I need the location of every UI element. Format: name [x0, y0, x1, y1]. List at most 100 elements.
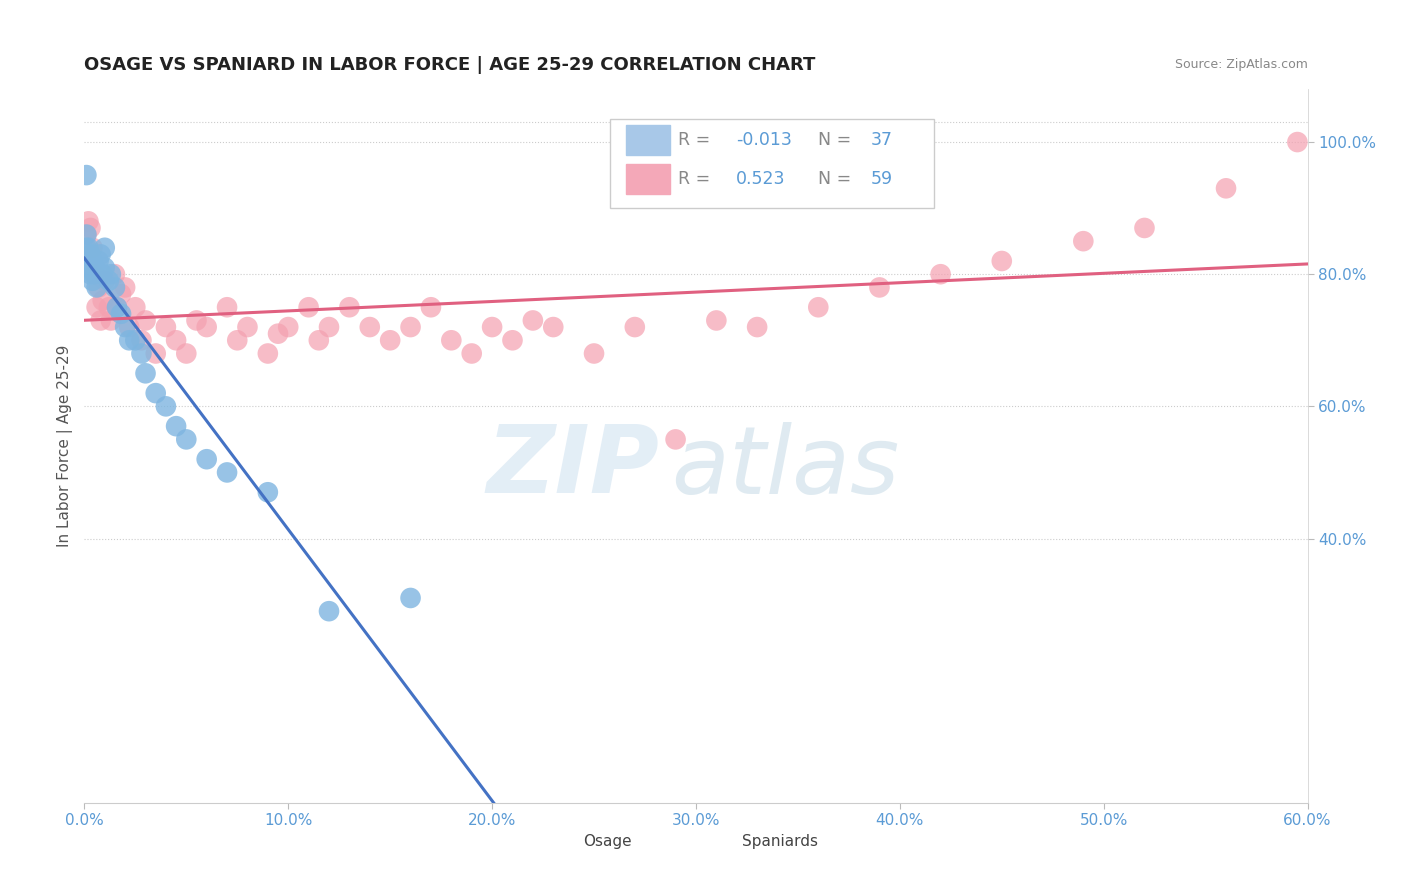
Text: 59: 59 [870, 170, 893, 188]
Text: Spaniards: Spaniards [742, 834, 818, 849]
Point [277, 320, 299, 334]
Point [135, 367, 157, 381]
Point [77, 260, 100, 275]
Point [79, 247, 101, 261]
FancyBboxPatch shape [626, 126, 671, 155]
Point [257, 485, 280, 500]
Point [82, 254, 104, 268]
Point [339, 300, 361, 314]
Point [174, 433, 197, 447]
Point [97, 274, 120, 288]
Y-axis label: In Labor Force | Age 25-29: In Labor Force | Age 25-29 [58, 345, 73, 547]
Point [100, 267, 122, 281]
Point [131, 346, 153, 360]
Point [481, 320, 503, 334]
Point [104, 280, 127, 294]
Point [991, 254, 1014, 268]
Point [318, 604, 340, 618]
Point [104, 267, 127, 281]
Point [380, 333, 402, 347]
Text: atlas: atlas [672, 422, 900, 513]
Point [118, 333, 141, 347]
Point [105, 300, 128, 314]
Point [91, 293, 114, 308]
Point [583, 346, 606, 360]
FancyBboxPatch shape [704, 831, 738, 851]
Text: Osage: Osage [583, 834, 633, 849]
Point [118, 320, 141, 334]
Point [97, 300, 120, 314]
Point [145, 386, 167, 401]
Point [461, 346, 484, 360]
Point [624, 320, 647, 334]
Point [93, 274, 115, 288]
Point [226, 333, 249, 347]
Point [145, 346, 167, 360]
Point [83, 267, 105, 281]
Point [308, 333, 330, 347]
Point [90, 313, 112, 327]
Point [75, 227, 97, 242]
Point [747, 320, 769, 334]
Point [217, 300, 239, 314]
Point [155, 400, 177, 414]
Point [522, 313, 544, 327]
Point [267, 326, 290, 341]
Point [82, 241, 104, 255]
Text: R =: R = [678, 131, 716, 149]
Point [83, 267, 105, 281]
Point [124, 300, 146, 314]
Point [543, 320, 565, 334]
Point [75, 227, 97, 242]
FancyBboxPatch shape [626, 164, 671, 194]
Point [399, 320, 422, 334]
Point [77, 254, 100, 268]
FancyBboxPatch shape [610, 120, 935, 209]
Point [217, 466, 239, 480]
Point [82, 274, 104, 288]
Point [236, 320, 259, 334]
Point [929, 267, 952, 281]
Point [86, 280, 108, 294]
Point [105, 300, 128, 314]
Point [665, 433, 688, 447]
Point [298, 300, 321, 314]
Point [1073, 234, 1095, 248]
Point [195, 452, 218, 467]
Point [87, 254, 110, 268]
Text: N =: N = [818, 170, 858, 188]
Point [257, 346, 280, 360]
Point [165, 333, 187, 347]
Point [1133, 221, 1156, 235]
Point [135, 313, 157, 327]
Point [869, 280, 891, 294]
Point [318, 320, 340, 334]
Point [706, 313, 728, 327]
Point [79, 267, 101, 281]
Point [114, 320, 136, 334]
Point [75, 168, 97, 182]
Point [155, 320, 177, 334]
FancyBboxPatch shape [546, 831, 579, 851]
Point [124, 333, 146, 347]
Text: OSAGE VS SPANIARD IN LABOR FORCE | AGE 25-29 CORRELATION CHART: OSAGE VS SPANIARD IN LABOR FORCE | AGE 2… [84, 56, 815, 74]
Text: N =: N = [818, 131, 858, 149]
Point [114, 280, 136, 294]
Point [110, 307, 132, 321]
Point [399, 591, 422, 605]
Point [1286, 135, 1309, 149]
Point [195, 320, 218, 334]
Point [420, 300, 443, 314]
Point [87, 280, 110, 294]
Point [502, 333, 524, 347]
Text: -0.013: -0.013 [737, 131, 792, 149]
Point [174, 346, 197, 360]
Point [359, 320, 381, 334]
Text: ZIP: ZIP [486, 421, 659, 514]
Point [93, 260, 115, 275]
Point [1215, 181, 1237, 195]
Text: 37: 37 [870, 131, 893, 149]
Point [100, 313, 122, 327]
Text: R =: R = [678, 170, 716, 188]
Text: 0.523: 0.523 [737, 170, 786, 188]
